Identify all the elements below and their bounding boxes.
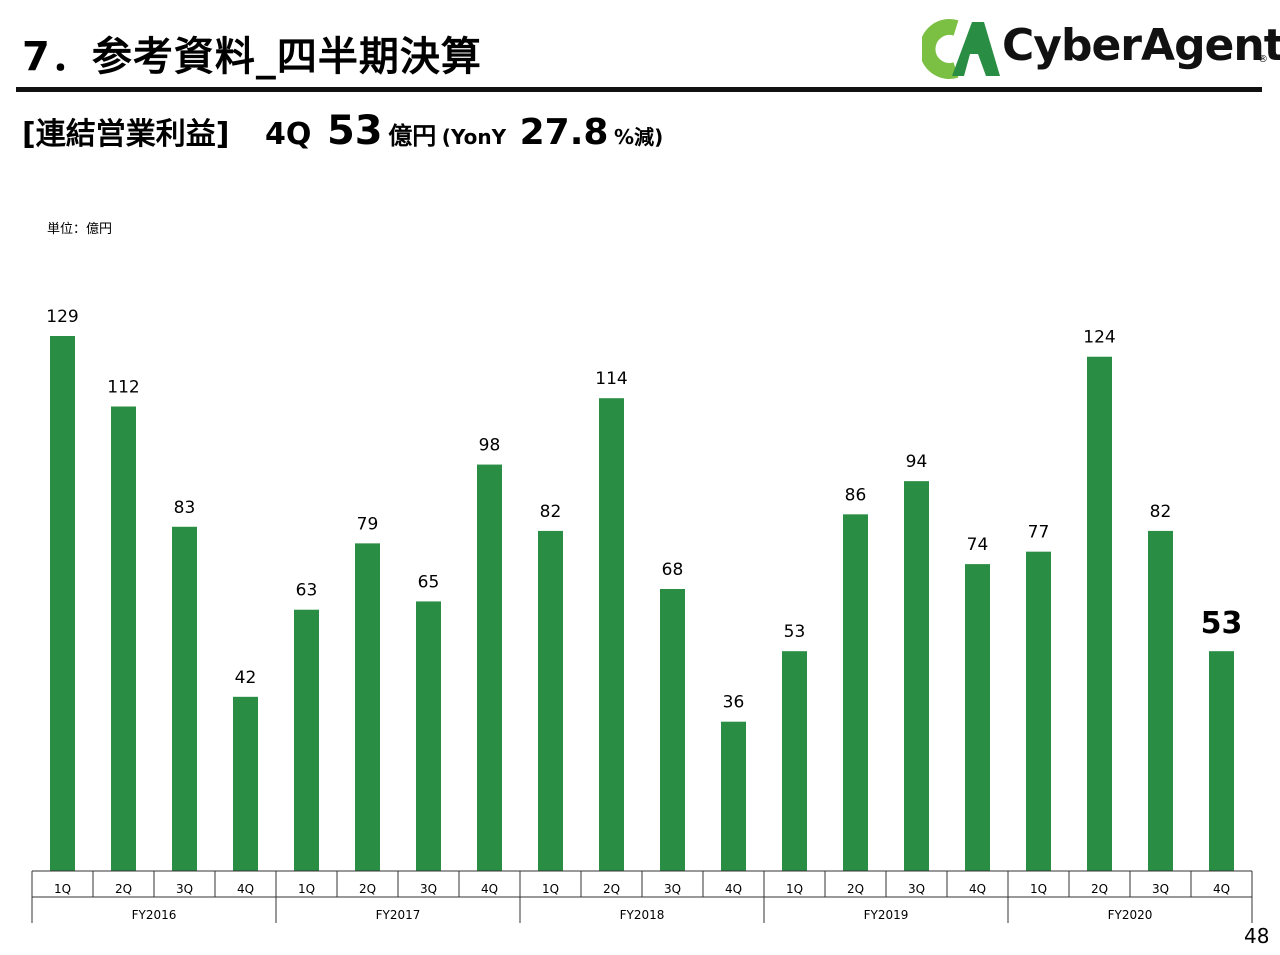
- bar-value-label-9: 82: [540, 502, 562, 522]
- category-label-12: 4Q: [725, 882, 742, 896]
- bar-3: [172, 526, 197, 871]
- bar-7: [416, 601, 441, 871]
- category-label-5: 1Q: [298, 882, 315, 896]
- bar-8: [477, 464, 502, 871]
- bar-value-label-10: 114: [595, 369, 627, 389]
- bar-6: [355, 543, 380, 871]
- category-label-1: 1Q: [54, 882, 71, 896]
- bar-16: [965, 564, 990, 871]
- group-label-4: FY2019: [864, 908, 909, 922]
- category-label-17: 1Q: [1030, 882, 1047, 896]
- category-label-16: 4Q: [969, 882, 986, 896]
- bar-value-label-16: 74: [967, 535, 989, 555]
- bar-15: [904, 481, 929, 871]
- headline-yoy-suffix: %減): [614, 125, 664, 149]
- category-label-2: 2Q: [115, 882, 132, 896]
- category-label-9: 1Q: [542, 882, 559, 896]
- bar-value-label-20: 53: [1201, 606, 1243, 641]
- bar-value-label-2: 112: [107, 378, 139, 398]
- bar-value-label-4: 42: [235, 668, 257, 688]
- bar-value-label-14: 86: [845, 485, 867, 505]
- headline-quarter: 4Q: [265, 117, 312, 152]
- category-label-13: 1Q: [786, 882, 803, 896]
- bar-value-label-12: 36: [723, 693, 745, 713]
- headline-unit: 億円: [388, 122, 437, 150]
- ca-logo-icon: [919, 19, 1000, 79]
- bar-20: [1209, 651, 1234, 871]
- logo-text: CyberAgent: [1002, 20, 1280, 71]
- category-label-10: 2Q: [603, 882, 620, 896]
- bar-18: [1087, 356, 1112, 871]
- bar-1: [50, 336, 75, 871]
- headline-yoy-value: 27.8: [519, 112, 609, 153]
- bar-13: [782, 651, 807, 871]
- headline-yoy-prefix: (YonY: [441, 125, 507, 149]
- unit-note: 単位：億円: [47, 222, 113, 237]
- bar-value-label-11: 68: [662, 560, 684, 580]
- header-divider: [16, 87, 1262, 92]
- bar-value-label-3: 83: [174, 498, 196, 518]
- bar-4: [233, 696, 258, 871]
- headline-value: 53: [326, 108, 383, 154]
- headline: [連結営業利益] 4Q 53 億円 (YonY 27.8 %減): [22, 108, 663, 154]
- group-label-5: FY2020: [1108, 908, 1153, 922]
- page-number: 48: [1244, 924, 1270, 948]
- bar-9: [538, 530, 563, 871]
- category-label-4: 4Q: [237, 882, 254, 896]
- category-label-20: 4Q: [1213, 882, 1230, 896]
- bar-value-label-17: 77: [1028, 523, 1050, 543]
- bar-value-label-19: 82: [1150, 502, 1172, 522]
- bar-11: [660, 588, 685, 871]
- bar-2: [111, 406, 136, 871]
- company-logo: CyberAgent ®: [919, 14, 1280, 82]
- bar-value-label-5: 63: [296, 581, 318, 601]
- bar-5: [294, 609, 319, 871]
- bar-value-label-18: 124: [1083, 328, 1115, 348]
- group-label-2: FY2017: [376, 908, 421, 922]
- bar-value-label-1: 129: [46, 307, 78, 327]
- bar-value-label-15: 94: [906, 452, 928, 472]
- bar-value-label-8: 98: [479, 436, 501, 456]
- category-label-6: 2Q: [359, 882, 376, 896]
- category-label-15: 3Q: [908, 882, 925, 896]
- category-label-18: 2Q: [1091, 882, 1108, 896]
- category-label-3: 3Q: [176, 882, 193, 896]
- bar-17: [1026, 551, 1051, 871]
- category-label-19: 3Q: [1152, 882, 1169, 896]
- category-label-7: 3Q: [420, 882, 437, 896]
- bar-12: [721, 721, 746, 871]
- bar-value-label-6: 79: [357, 514, 379, 534]
- bar-10: [599, 398, 624, 871]
- logo-registered-mark: ®: [1258, 54, 1268, 65]
- bar-14: [843, 514, 868, 871]
- headline-label: [連結営業利益]: [22, 117, 230, 152]
- category-label-11: 3Q: [664, 882, 681, 896]
- bar-value-label-7: 65: [418, 572, 440, 592]
- bar-value-label-13: 53: [784, 622, 806, 642]
- category-label-14: 2Q: [847, 882, 864, 896]
- category-label-8: 4Q: [481, 882, 498, 896]
- group-label-1: FY2016: [132, 908, 177, 922]
- page-title: 7．参考資料_四半期決算: [22, 34, 482, 80]
- bar-19: [1148, 530, 1173, 871]
- group-label-3: FY2018: [620, 908, 665, 922]
